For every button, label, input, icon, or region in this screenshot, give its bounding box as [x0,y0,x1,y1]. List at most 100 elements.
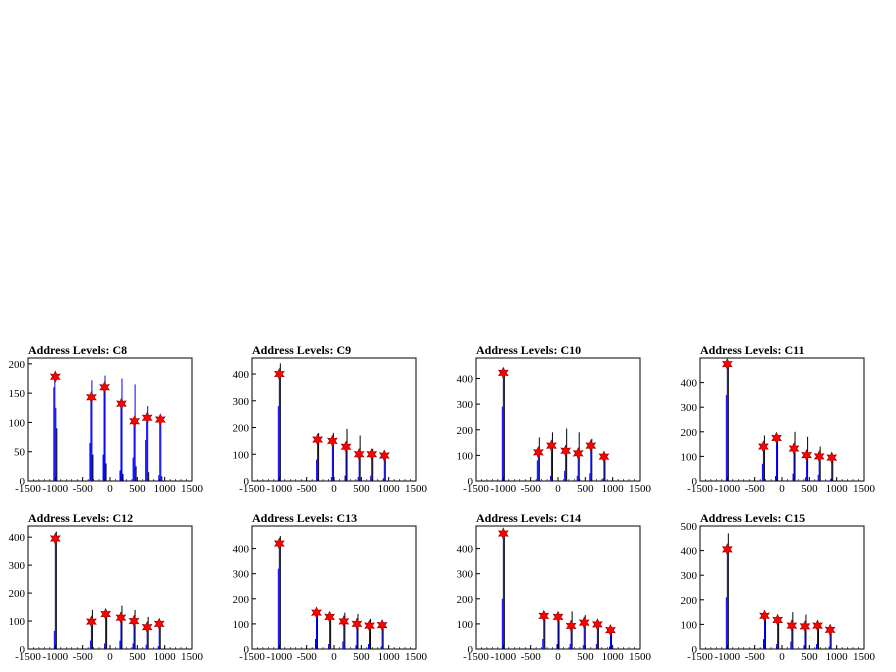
chart-panel: Address Levels: C13 -1500 -1000 -500 0 500 100… [233,511,428,663]
chart-panel: Address Levels: C11 -1500 -1000 -500 0 500 100… [681,343,876,495]
peak-marker [605,623,616,637]
y-tick-label: 300 [681,402,698,414]
peak-marker [378,449,390,462]
chart-title: Address Levels: C11 [700,343,804,357]
y-tick-label: 50 [14,447,26,459]
chart-title: Address Levels: C8 [28,343,127,357]
x-tick-label: -1000 [714,651,740,663]
peak-marker [560,444,572,458]
x-tick-label: -1500 [687,483,713,495]
y-tick-label: 0 [20,644,26,656]
x-tick-label: -500 [745,483,766,495]
chart-title: Address Levels: C12 [28,511,133,525]
y-tick-label: 150 [9,388,26,400]
peak-marker [49,370,61,383]
peak-marker [353,448,365,461]
x-tick-label: 1000 [378,483,401,495]
y-tick-label: 100 [681,619,698,631]
x-tick-label: 0 [779,651,785,663]
x-tick-label: 1500 [181,483,204,495]
x-tick-label: 0 [779,483,785,495]
y-tick-label: 0 [468,644,474,656]
x-tick-label: 0 [107,651,113,663]
peak-marker [351,617,363,631]
peak-marker [366,448,378,461]
y-tick-label: 0 [244,644,250,656]
x-tick-label: 1500 [629,483,652,495]
peak-marker [141,411,153,424]
x-tick-label: 1500 [181,651,204,663]
y-tick-label: 300 [233,396,250,408]
x-tick-label: 1000 [154,483,177,495]
plot-frame [475,357,641,482]
chart-title: Address Levels: C13 [252,511,357,525]
peak-marker [86,390,97,404]
y-tick-label: 0 [468,476,474,488]
y-tick-label: 400 [457,374,474,386]
y-tick-label: 200 [9,359,26,371]
peak-marker [824,623,836,637]
y-tick-label: 200 [233,594,250,606]
y-tick-label: 0 [244,476,250,488]
x-tick-label: -1500 [239,651,265,663]
peak-marker [538,609,550,623]
peak-marker [786,619,798,632]
peak-marker [812,619,823,632]
peak-marker [324,610,336,624]
peak-marker [100,607,112,621]
x-tick-label: 1000 [378,651,401,663]
y-tick-label: 100 [9,616,26,628]
peak-marker [326,434,338,448]
x-tick-label: 500 [353,483,370,495]
x-tick-label: -500 [521,483,542,495]
x-tick-label: 500 [129,651,146,663]
chart-panel: Address Levels: C10 -1500 -1000 -500 0 500 100… [457,343,652,495]
x-tick-label: 1000 [154,651,177,663]
peak-marker [116,397,127,410]
x-tick-label: -1500 [239,483,265,495]
peak-marker [565,619,577,633]
y-tick-label: 100 [233,449,250,461]
peak-marker [772,613,784,627]
y-tick-label: 0 [692,476,698,488]
peak-marker [340,440,352,454]
peak-marker [801,448,813,462]
chart-panel: Address Levels: C15 -1500 -1000 -500 0 500 100… [681,511,876,663]
x-tick-label: -1000 [42,651,68,663]
x-tick-label: -1000 [490,483,516,495]
peak-marker [585,439,597,452]
peak-marker [312,433,324,446]
y-tick-label: 400 [681,546,698,558]
chart-panel: Address Levels: C14 -1500 -1000 -500 0 500 100… [457,511,652,663]
y-tick-label: 200 [9,588,26,600]
plot-frame [699,357,865,482]
peak-marker [546,439,557,452]
x-tick-label: 0 [555,483,561,495]
peak-marker [758,440,769,453]
y-tick-label: 300 [233,569,250,581]
y-tick-label: 400 [681,378,698,390]
peak-marker [364,619,375,632]
chart-panel: Address Levels: C9-1500 -1000 -500 0 500 1000… [233,343,428,495]
peak-marker [49,532,61,545]
chart-title: Address Levels: C14 [476,511,581,525]
y-tick-label: 100 [457,619,474,631]
y-tick-label: 400 [233,544,250,556]
x-tick-label: 0 [331,483,337,495]
x-tick-label: 500 [577,651,594,663]
peak-marker [591,618,603,631]
y-tick-label: 200 [681,427,698,439]
y-tick-label: 200 [681,595,698,607]
peak-marker [799,620,811,633]
peak-marker [771,431,782,445]
x-tick-label: 0 [555,651,561,663]
x-tick-label: -1000 [266,483,292,495]
peak-marker [154,413,166,426]
peak-marker [598,450,610,463]
peak-marker [552,610,564,624]
peak-marker [115,611,127,624]
peak-marker [497,527,509,540]
x-tick-label: -500 [73,483,94,495]
y-tick-label: 200 [457,425,474,437]
